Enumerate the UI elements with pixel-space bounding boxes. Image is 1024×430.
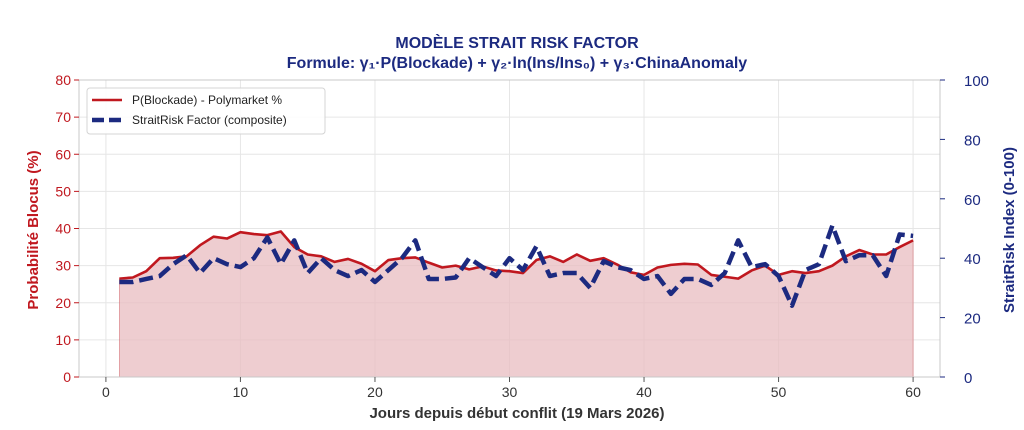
legend-entry-label: P(Blockade) - Polymarket % — [132, 93, 282, 107]
y-left-tick-label: 50 — [55, 183, 71, 199]
y-axis-label-right: StraitRisk Index (0-100) — [1001, 147, 1018, 313]
chart-title: MODÈLE STRAIT RISK FACTOR — [395, 33, 639, 52]
y-left-tick-label: 30 — [55, 258, 71, 274]
y-right-tick-label: 20 — [964, 311, 981, 328]
y-right-tick-label: 40 — [964, 251, 981, 268]
x-tick-label: 30 — [502, 384, 518, 400]
x-axis-label: Jours depuis début conflit (19 Mars 2026… — [369, 405, 664, 422]
y-axis-label-left: Probabilité Blocus (%) — [25, 150, 42, 309]
y-right-tick-label: 60 — [964, 192, 981, 209]
x-tick-label: 40 — [636, 384, 652, 400]
x-tick-label: 10 — [233, 384, 249, 400]
legend-entry-label: StraitRisk Factor (composite) — [132, 113, 287, 127]
series-area-fill — [119, 231, 914, 377]
legend: P(Blockade) - Polymarket % StraitRisk Fac… — [86, 87, 326, 135]
axes-layer: 0 10 20 30 40 50 60 0 10 20 30 40 50 60 70 80 0 20 40 60 80 1… — [55, 72, 989, 400]
series-layer — [119, 223, 914, 308]
series-line-pblockade — [119, 230, 914, 280]
x-tick-label: 0 — [102, 384, 110, 400]
y-right-tick-label: 100 — [964, 73, 989, 90]
y-right-tick-label: 80 — [964, 132, 981, 149]
x-tick-label: 60 — [905, 384, 921, 400]
y-left-tick-label: 80 — [55, 72, 71, 88]
y-left-tick-label: 40 — [55, 221, 71, 237]
y-left-tick-label: 0 — [63, 369, 71, 385]
y-left-tick-label: 20 — [55, 295, 71, 311]
x-tick-label: 50 — [771, 384, 787, 400]
y-left-tick-label: 60 — [55, 146, 71, 162]
series-line-straitrisk — [119, 223, 914, 308]
chart-subtitle: Formule: γ₁·P(Blockade) + γ₂·ln(Ins/Ins₀… — [287, 55, 748, 72]
y-left-tick-label: 70 — [55, 109, 71, 125]
y-right-tick-label: 0 — [964, 370, 972, 387]
fill-layer — [119, 231, 914, 377]
x-tick-label: 20 — [367, 384, 383, 400]
legend-box — [86, 87, 326, 135]
y-left-tick-label: 10 — [55, 332, 71, 348]
